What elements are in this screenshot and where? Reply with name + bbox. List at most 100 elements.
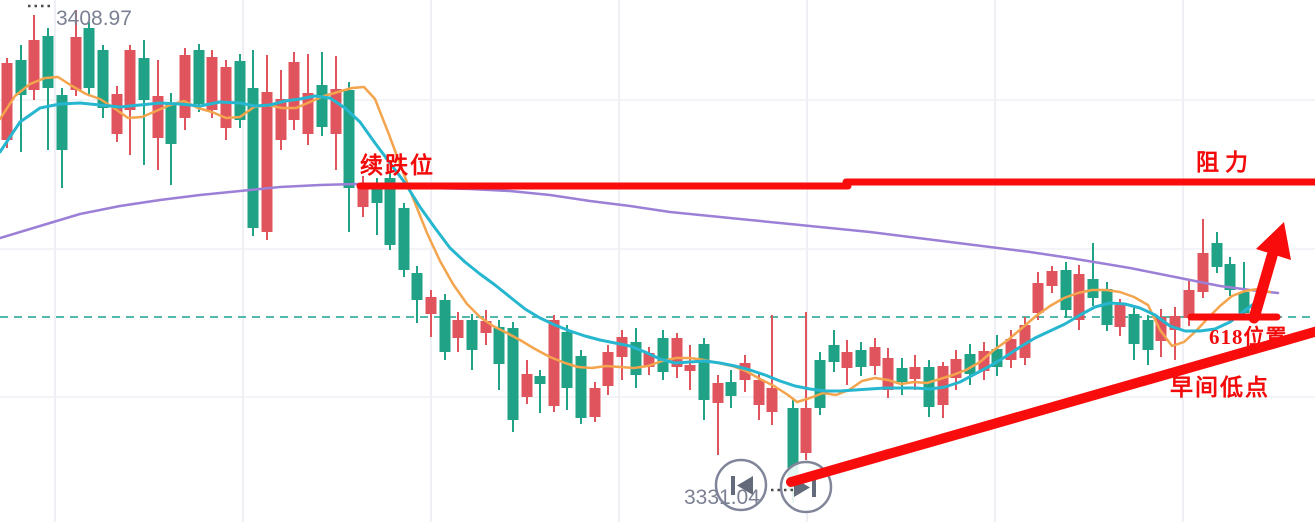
resistance-label: 阻力	[1196, 150, 1254, 175]
candle-body	[1211, 243, 1223, 267]
red-annotation-layer	[356, 178, 1315, 487]
candle-body	[882, 358, 894, 390]
candle-body	[575, 356, 587, 418]
candle-body	[493, 327, 505, 364]
candle-body	[507, 328, 519, 420]
candle-body	[247, 88, 259, 228]
candle-body	[1, 63, 13, 140]
candle-body	[548, 320, 560, 406]
candle-body	[1101, 289, 1113, 325]
candle-body	[991, 349, 1003, 367]
candle-body	[589, 388, 601, 417]
candle-body	[814, 360, 826, 408]
candle-body	[466, 320, 478, 350]
candle-body	[1087, 279, 1099, 298]
up-arrow-head	[1256, 222, 1291, 260]
candle-body	[398, 208, 410, 270]
candle-body	[1197, 253, 1209, 292]
purple-moving-average-line	[0, 182, 1280, 295]
candle-body	[923, 367, 935, 407]
candle-body	[28, 40, 40, 90]
candle-body	[138, 58, 150, 100]
candle-body	[978, 351, 990, 371]
candle-body	[384, 178, 396, 245]
candle-body	[480, 321, 492, 333]
candle-body	[787, 408, 799, 490]
candle-body	[1128, 314, 1140, 344]
candle-body	[1046, 271, 1058, 286]
candle-body	[83, 28, 95, 88]
candle-body	[698, 344, 710, 400]
candle-body	[1238, 292, 1250, 313]
morning-low-label: 早间低点	[1170, 375, 1270, 400]
candle-body	[124, 50, 136, 110]
candle-body	[841, 352, 853, 368]
candle-body	[179, 55, 191, 118]
candle-body	[15, 60, 27, 95]
candle-body	[937, 366, 949, 405]
candle-body	[602, 352, 614, 386]
candle-body	[1114, 305, 1126, 327]
candle-body	[371, 186, 383, 203]
candle-body	[70, 37, 82, 90]
candle-body	[343, 90, 355, 188]
candle-body	[302, 93, 314, 134]
candle-body	[630, 342, 642, 375]
candle-body	[111, 94, 123, 134]
candle-body	[800, 408, 812, 453]
candle-body	[193, 50, 205, 104]
moving-average-lines	[0, 75, 1280, 404]
candle-body	[275, 99, 287, 140]
candle-body	[950, 359, 962, 378]
candle-body	[357, 183, 369, 207]
skip-to-start-icon	[731, 476, 753, 495]
candle-body	[855, 350, 867, 367]
candle-body	[411, 273, 423, 300]
candle-body	[288, 62, 300, 120]
candle-body	[1183, 290, 1195, 318]
candle-body	[1005, 339, 1017, 360]
candle-body	[521, 374, 533, 397]
candle-body	[869, 347, 881, 366]
candle-body	[561, 332, 573, 388]
candle-body	[1155, 317, 1167, 341]
candle-body	[1019, 325, 1031, 358]
candle-body	[452, 320, 464, 338]
candle-body	[220, 67, 232, 128]
continue-fall-label: 续跌位	[360, 152, 435, 178]
candle-body	[425, 297, 437, 314]
candle-body	[261, 92, 273, 232]
candle-body	[1142, 320, 1154, 350]
candle-body	[643, 353, 655, 367]
candle-body	[316, 85, 328, 127]
candle-body	[1169, 316, 1181, 330]
candle-body	[753, 380, 765, 405]
candle-body	[534, 376, 546, 384]
candle-body	[964, 354, 976, 374]
candle-body	[684, 365, 696, 371]
candle-body	[330, 89, 342, 134]
low-price-label: 3331.04	[684, 486, 760, 509]
candle-body	[657, 338, 669, 372]
candle-body	[896, 368, 908, 382]
candle-body	[206, 57, 218, 110]
candle-body	[828, 345, 840, 362]
candle-body	[1032, 283, 1044, 313]
high-price-label: 3408.97	[56, 7, 132, 30]
up-arrow-shaft	[1248, 250, 1278, 324]
candle-body	[165, 104, 177, 144]
candle-body	[725, 382, 737, 396]
candle-body	[1073, 274, 1085, 320]
skip-back-button[interactable]	[714, 458, 768, 512]
candle-body	[97, 50, 109, 108]
candle-body	[766, 388, 778, 412]
cyan-moving-average-line	[0, 94, 1257, 393]
ascending-trendline	[786, 326, 1315, 487]
orange-moving-average-line	[0, 75, 1272, 404]
candle-body	[712, 383, 724, 403]
candle-body	[56, 95, 68, 150]
candle-body	[1224, 264, 1236, 290]
candle-body	[439, 300, 451, 352]
